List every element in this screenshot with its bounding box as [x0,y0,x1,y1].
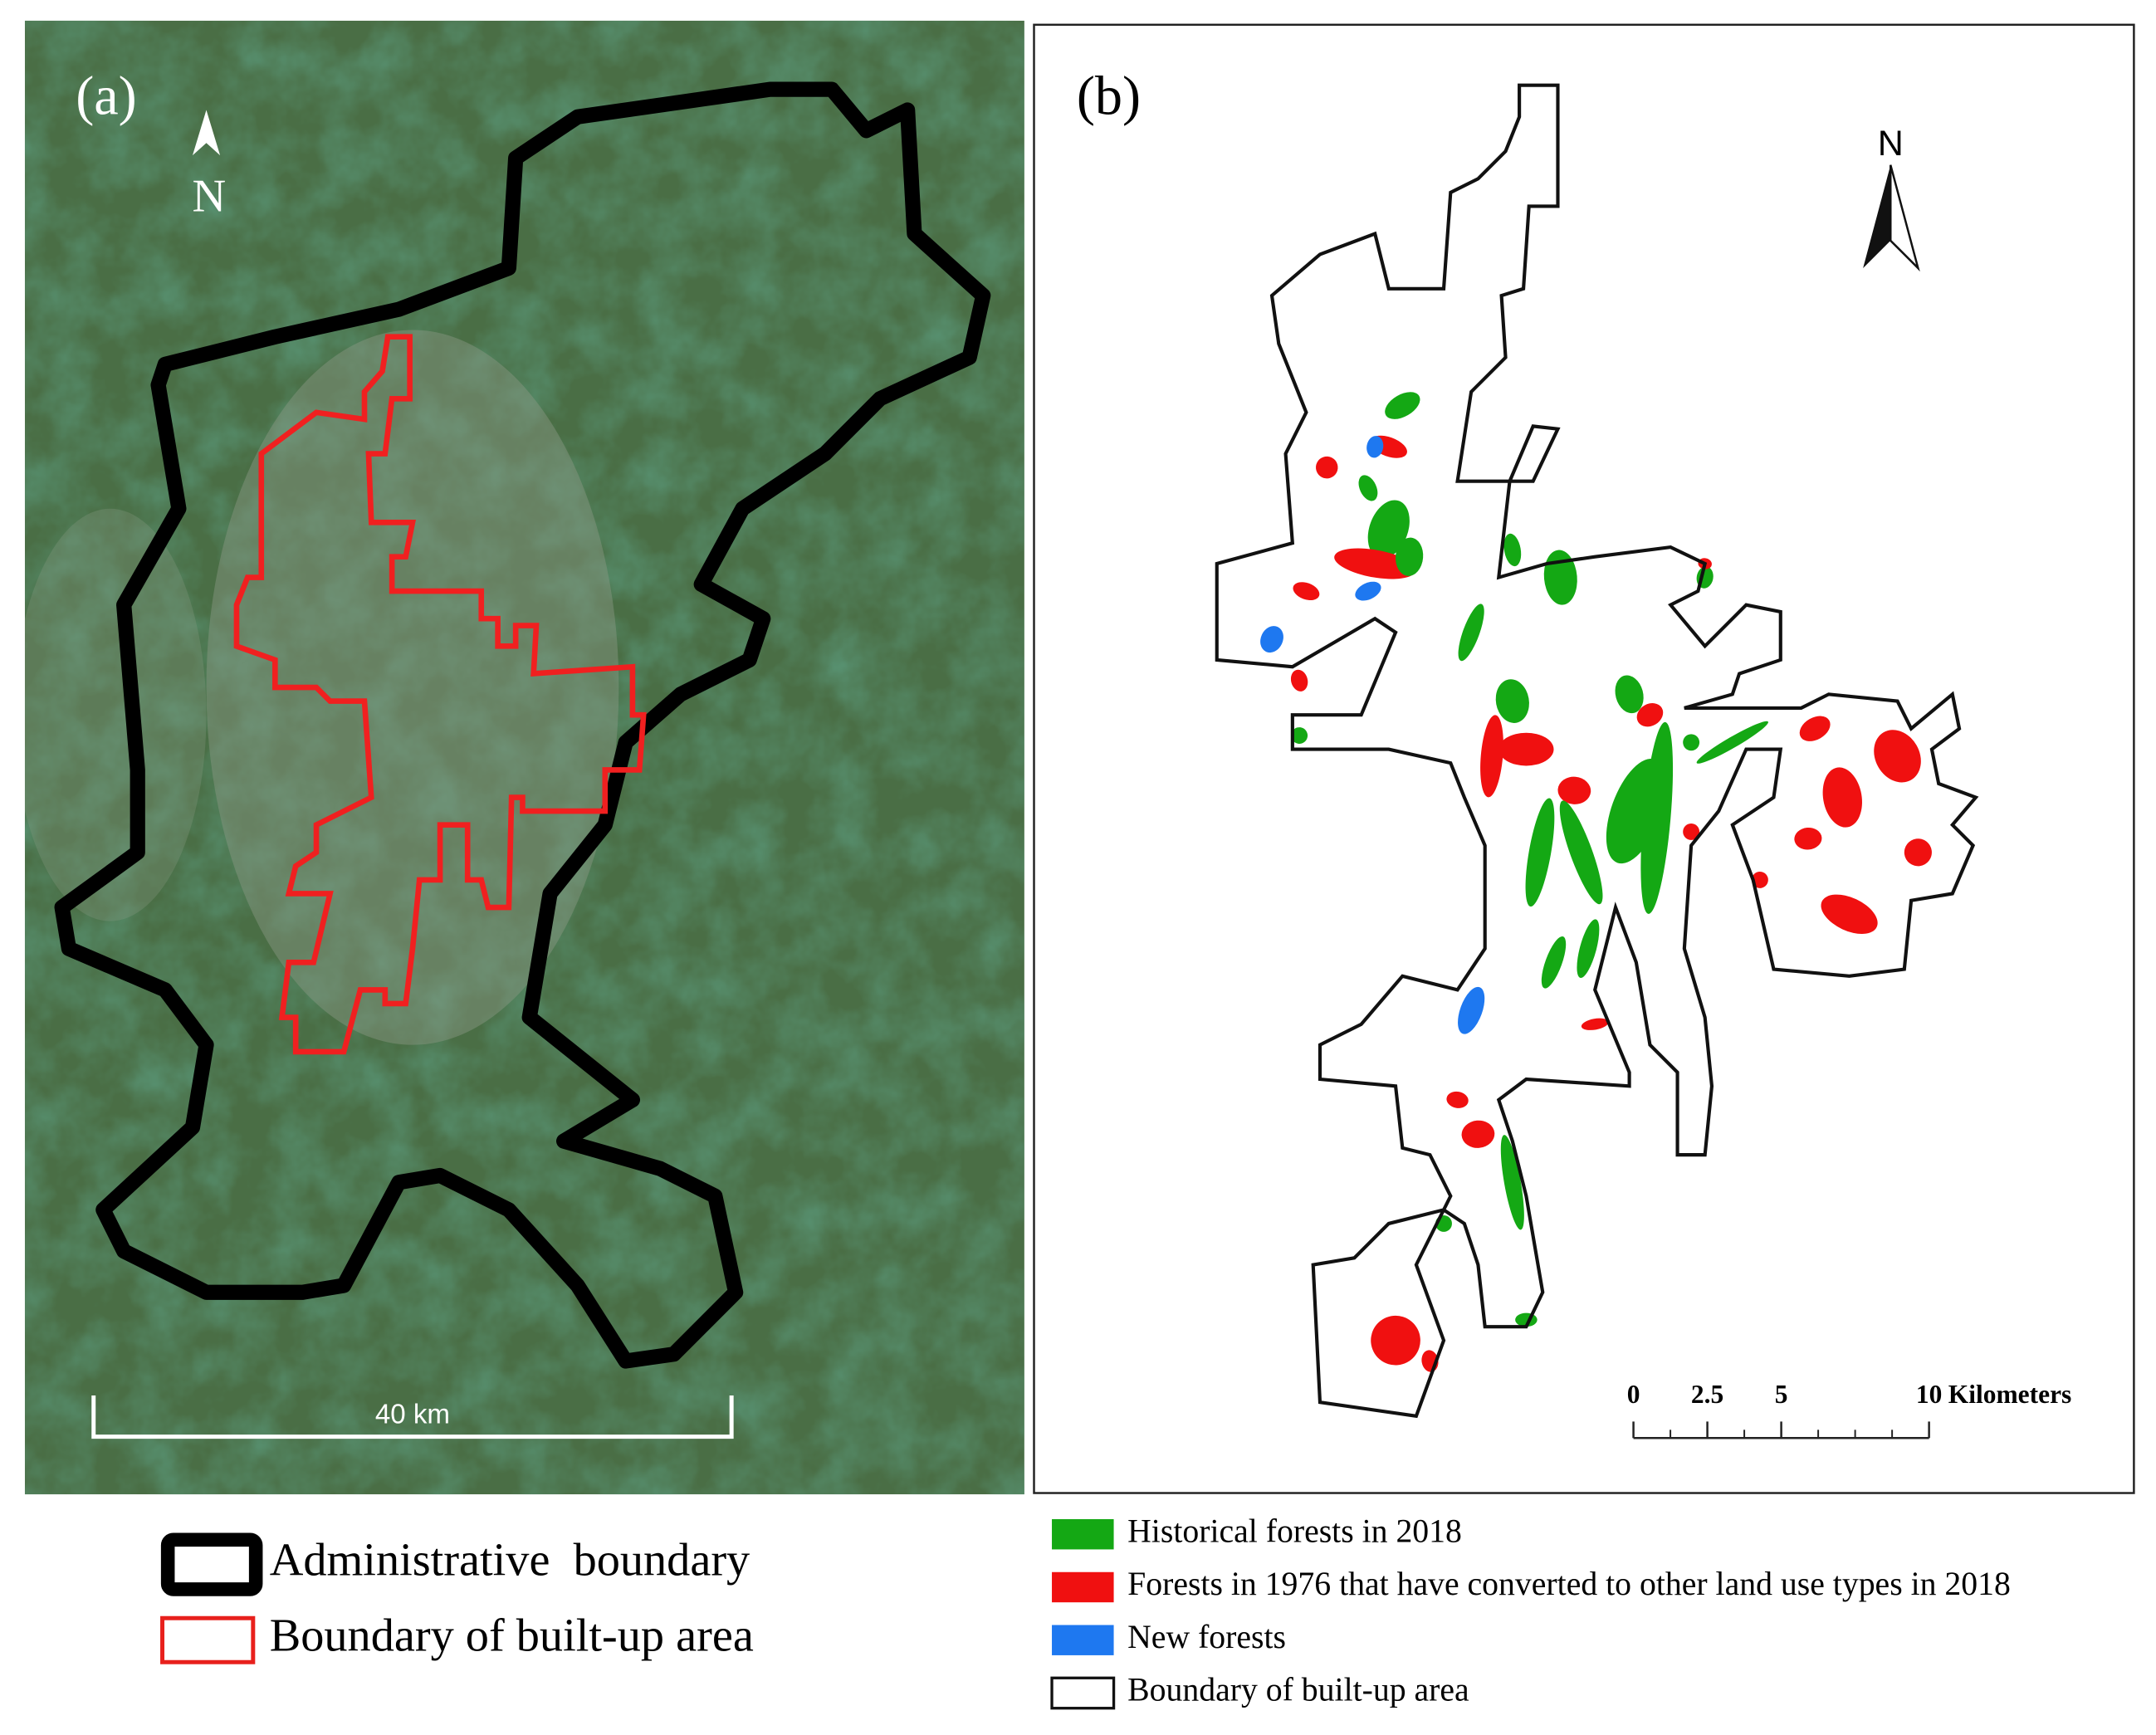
forest-patch [1316,456,1338,479]
panel-label: (b) [1077,66,1141,127]
forest-patch [1636,703,1664,727]
administrative-boundary [54,81,991,1369]
forest-patch [1821,894,1878,935]
scale-tick-label: 5 [1775,1380,1788,1409]
urban-area [24,508,207,921]
forest-patch [1874,730,1921,783]
built-up-boundary [233,334,647,1055]
forest-patch [1461,1120,1495,1148]
forest-patch [1503,533,1522,567]
forest-patch [1385,392,1420,419]
urban-area [206,330,619,1045]
forest-patch [1371,1315,1420,1366]
forest-patch [1290,669,1308,692]
forest-patch [1822,767,1862,828]
forest-patch [1799,716,1831,741]
panel-a: (a) N 40 km [24,20,1024,1495]
forest-patch [1334,548,1416,579]
forest-patch [1446,1091,1469,1108]
legend-swatch [1052,1571,1114,1603]
forest-patch [1525,798,1555,907]
legend-label: New forests [1127,1619,1286,1655]
forest-patch [1683,824,1700,840]
legend-swatch [1052,1625,1114,1655]
legend-a: Administrative boundary Boundary of built… [160,1532,754,1664]
scale-bar: 0 2.5 5 10 Kilometers [1627,1380,2071,1439]
forest-patch [1291,727,1308,744]
north-arrow [192,110,221,156]
forest-patch [1683,734,1700,751]
scale-bar [91,1395,734,1439]
forest-patch [1794,827,1822,850]
legend-label: Administrative boundary [270,1535,750,1586]
forest-patch [1395,537,1424,576]
scale-tick-label: 2.5 [1691,1380,1723,1409]
forest-patch [1293,582,1320,601]
forest-patch [1541,936,1567,989]
forest-patch [1495,679,1529,723]
forest-patch [1615,675,1644,714]
legend-label: Boundary of built-up area [1127,1672,1469,1708]
panel-frame [1033,23,2135,1494]
legend-label: Forests in 1976 that have converted to o… [1127,1566,2011,1602]
forest-patch [1358,475,1378,501]
satellite-texture [24,20,1024,1495]
forest-patch [1559,800,1603,905]
legend-swatch [160,1532,263,1596]
forest-patch [1696,721,1768,764]
forest-patch [1458,604,1484,662]
legend-b: Historical forests in 2018 Forests in 197… [1050,1513,2011,1710]
north-label: N [193,171,227,222]
forest-patch [1366,436,1384,458]
forest-patch [1367,500,1410,559]
forest-patch [1904,838,1932,867]
panel-label: (a) [76,66,137,127]
legend-label: Boundary of built-up area [270,1610,754,1662]
forest-patch [1751,871,1768,888]
forest-patch [1260,626,1283,653]
legend-swatch [160,1615,256,1664]
forest-patch [1480,715,1503,798]
legend-swatch [1050,1676,1116,1710]
panel-b: (b) N 0 2.5 5 10 Kilometers [1033,23,2135,1494]
forest-patch [1557,776,1591,804]
scale-label: 40 km [375,1400,450,1430]
built-up-boundary [1215,83,1979,1419]
legend-swatch [1052,1518,1114,1550]
forest-patch [1640,721,1674,914]
scale-tick-label: 10 [1916,1380,1942,1409]
forest-patch [1498,732,1554,766]
forest-patch [1355,581,1381,601]
forest-patches [1260,392,1932,1372]
north-arrow-half [1890,164,1920,272]
legend-label: Historical forests in 2018 [1127,1513,1462,1549]
north-label: N [1878,124,1904,164]
scale-tick-label: 0 [1627,1380,1640,1409]
forest-patch [1581,1018,1609,1030]
forest-patch [1458,986,1485,1034]
forest-patch [1500,1135,1524,1230]
scale-unit: Kilometers [1948,1380,2071,1409]
forest-patch [1577,919,1600,978]
